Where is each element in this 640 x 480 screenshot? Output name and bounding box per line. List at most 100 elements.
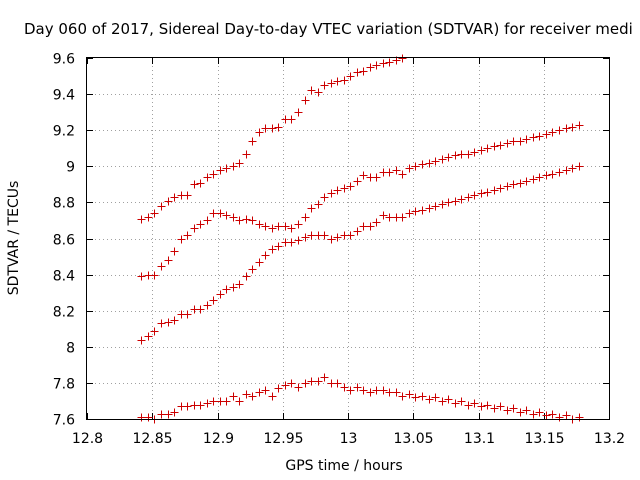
data-point xyxy=(470,399,479,408)
data-point xyxy=(353,383,362,392)
data-point xyxy=(242,390,251,399)
data-point xyxy=(372,173,381,182)
data-point xyxy=(216,166,225,175)
data-point xyxy=(359,386,368,395)
data-point xyxy=(509,180,518,189)
data-point xyxy=(255,388,264,397)
data-point xyxy=(346,182,355,191)
data-point xyxy=(353,227,362,236)
data-point xyxy=(137,215,146,224)
data-point xyxy=(242,150,251,159)
data-point xyxy=(209,397,218,406)
data-point xyxy=(307,204,316,213)
data-point xyxy=(483,188,492,197)
y-tick-label: 7.6 xyxy=(53,413,75,429)
data-point xyxy=(346,72,355,81)
data-point xyxy=(190,180,199,189)
data-point xyxy=(398,213,407,222)
data-point xyxy=(457,150,466,159)
data-point xyxy=(294,108,303,117)
data-point xyxy=(359,171,368,180)
data-point xyxy=(470,191,479,200)
data-point xyxy=(307,86,316,95)
data-point xyxy=(268,245,277,254)
grid-lines xyxy=(87,58,609,419)
data-point xyxy=(222,285,231,294)
data-point xyxy=(235,280,244,289)
data-point xyxy=(320,231,329,240)
data-point xyxy=(372,61,381,70)
data-point xyxy=(301,233,310,242)
data-point xyxy=(405,209,414,218)
data-point xyxy=(451,399,460,408)
data-point xyxy=(216,290,225,299)
data-point xyxy=(353,177,362,186)
data-point xyxy=(477,189,486,198)
data-point xyxy=(255,220,264,229)
data-point xyxy=(522,177,531,186)
data-point xyxy=(294,236,303,245)
data-point xyxy=(255,128,264,137)
data-point xyxy=(379,211,388,220)
data-point xyxy=(320,373,329,382)
data-point xyxy=(509,137,518,146)
data-point xyxy=(274,242,283,251)
data-point xyxy=(405,164,414,173)
data-point xyxy=(281,381,290,390)
data-point xyxy=(242,272,251,281)
data-point xyxy=(327,79,336,88)
data-point xyxy=(411,393,420,402)
data-point xyxy=(340,184,349,193)
data-point xyxy=(392,166,401,175)
data-point xyxy=(183,310,192,319)
data-point xyxy=(301,96,310,105)
y-tick-label: 9.4 xyxy=(53,88,75,104)
data-point xyxy=(529,410,538,419)
data-point xyxy=(222,164,231,173)
data-point xyxy=(170,193,179,202)
data-point xyxy=(575,162,584,171)
data-point xyxy=(248,392,257,401)
data-point xyxy=(548,410,557,419)
data-point xyxy=(137,336,146,345)
data-point xyxy=(150,327,159,336)
data-point xyxy=(392,388,401,397)
data-point xyxy=(555,413,564,422)
data-point xyxy=(522,406,531,415)
data-point xyxy=(516,408,525,417)
data-point xyxy=(268,392,277,401)
data-point xyxy=(340,383,349,392)
data-point xyxy=(529,175,538,184)
data-point xyxy=(137,413,146,422)
data-point xyxy=(157,262,166,271)
data-point xyxy=(444,198,453,207)
data-point xyxy=(418,160,427,169)
data-point xyxy=(301,213,310,222)
data-point xyxy=(301,379,310,388)
series-top xyxy=(137,54,407,224)
data-point xyxy=(477,146,486,155)
data-point xyxy=(444,153,453,162)
data-point xyxy=(222,397,231,406)
data-point xyxy=(516,137,525,146)
data-point xyxy=(235,159,244,168)
data-point xyxy=(405,390,414,399)
data-point xyxy=(209,170,218,179)
chart-title: Day 060 of 2017, Sidereal Day-to-day VTE… xyxy=(24,20,633,38)
data-point xyxy=(183,191,192,200)
data-point xyxy=(287,115,296,124)
data-point xyxy=(274,123,283,132)
data-point xyxy=(170,247,179,256)
data-point xyxy=(183,402,192,411)
y-tick-label: 9 xyxy=(66,160,75,176)
data-point xyxy=(464,150,473,159)
data-point xyxy=(431,393,440,402)
data-point xyxy=(568,164,577,173)
data-point xyxy=(314,200,323,209)
data-point xyxy=(464,193,473,202)
data-point xyxy=(216,209,225,218)
data-point xyxy=(490,186,499,195)
x-tick-label: 13.05 xyxy=(393,431,433,447)
data-point xyxy=(568,123,577,132)
data-point xyxy=(190,224,199,233)
